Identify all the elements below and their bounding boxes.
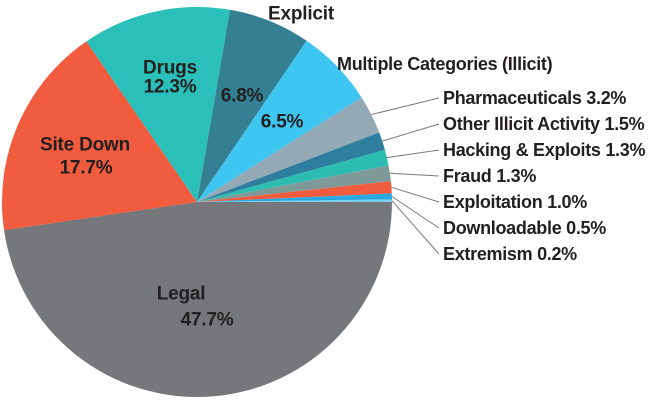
pie-slice-exploitation: [197, 181, 392, 202]
callout-name: Pharmaceuticals: [443, 88, 582, 108]
slice-pct-explicit: 6.8%: [220, 85, 264, 107]
pie-slice-explicit: [197, 9, 307, 202]
slice-pct-legal: 47.7%: [180, 309, 234, 331]
pie-slice-hacking-exploits: [197, 149, 389, 202]
leader-line-pharmaceuticals: [371, 97, 440, 116]
callout-name: Hacking & Exploits: [443, 140, 601, 160]
leader-line-other-illicit-activity: [382, 123, 440, 142]
pie-slice-site-down: [1, 41, 198, 231]
pie-slice-multiple-categories: [197, 40, 362, 202]
slice-title-multiple-categories: Multiple Categories (Illicit): [337, 54, 553, 74]
callout-label-pharmaceuticals: Pharmaceuticals 3.2%: [443, 89, 626, 107]
slice-title-explicit: Explicit: [268, 3, 334, 25]
slice-pct-drugs: 12.3%: [143, 76, 197, 98]
callout-label-fraud: Fraud 1.3%: [443, 167, 536, 185]
callout-label-exploitation: Exploitation 1.0%: [443, 193, 587, 211]
slice-label-site-down: Site Down: [39, 134, 131, 156]
callout-pct: 0.2%: [537, 244, 577, 264]
callout-name: Other Illicit Activity: [443, 114, 600, 134]
slice-label-legal: Legal: [156, 283, 206, 305]
callout-label-other-illicit-activity: Other Illicit Activity 1.5%: [443, 114, 645, 134]
leader-line-downloadable: [391, 196, 440, 229]
callout-name: Exploitation: [443, 192, 543, 212]
callout-name: Fraud: [443, 166, 492, 186]
callout-pct: 1.5%: [604, 114, 645, 134]
leader-line-fraud: [389, 172, 440, 177]
pie-slice-drugs: [86, 7, 230, 202]
callout-pct: 1.0%: [547, 192, 587, 212]
callout-label-hacking-exploits: Hacking & Exploits 1.3%: [443, 141, 645, 159]
callout-name: Extremism: [443, 244, 533, 264]
pie-slice-downloadable: [197, 193, 392, 202]
pie-slice-fraud: [197, 165, 391, 202]
callout-label-extremism: Extremism 0.2%: [443, 245, 577, 263]
pie-slice-other-illicit-activity: [197, 132, 385, 202]
callout-pct: 0.5%: [566, 218, 606, 238]
leader-line-extremism: [391, 200, 440, 255]
slice-pct-site-down: 17.7%: [59, 157, 113, 179]
pie-slice-legal: [4, 202, 393, 398]
leader-line-exploitation: [391, 186, 440, 203]
pie-slice-pharmaceuticals: [197, 97, 380, 202]
callout-pct: 1.3%: [496, 166, 537, 186]
callout-label-downloadable: Downloadable 0.5%: [443, 219, 606, 237]
leader-line-hacking-exploits: [386, 149, 440, 159]
slice-pct-multiple-categories: 6.5%: [260, 111, 304, 133]
callout-pct: 3.2%: [586, 88, 627, 108]
callout-name: Downloadable: [443, 218, 562, 238]
pie-slice-extremism: [197, 199, 392, 202]
callout-pct: 1.3%: [605, 140, 646, 160]
slice-label-drugs: Drugs: [143, 57, 197, 79]
